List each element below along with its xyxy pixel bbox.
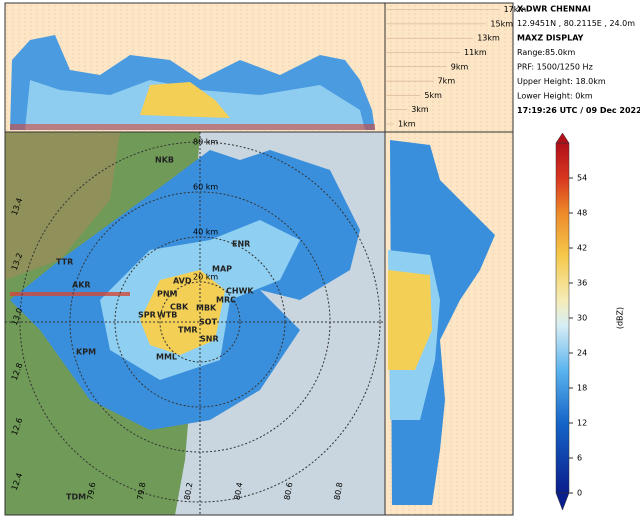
colorbar-tick-label: 0	[577, 489, 582, 498]
colorbar-tick-label: 48	[577, 209, 587, 218]
station-label: PNM	[157, 290, 178, 299]
height-label: 9km	[451, 62, 469, 71]
station-label: AKR	[72, 281, 91, 290]
station-label: MBK	[196, 304, 217, 313]
lon-label: 80.2	[183, 482, 195, 501]
station-label: ENR	[232, 240, 250, 249]
colorbar-tick-label: 42	[577, 244, 587, 253]
station-label: SPR	[138, 311, 156, 320]
echo	[10, 124, 375, 130]
colorbar-max	[555, 132, 570, 144]
info-time: 17:19:26 UTC / 09 Dec 2022	[517, 106, 640, 115]
station-label: AVD	[173, 277, 192, 286]
lon-label: 80.6	[283, 482, 295, 501]
ring-label: 40 km	[193, 228, 218, 237]
station-label: KPM	[76, 348, 96, 357]
ring-label: 20 km	[193, 273, 218, 282]
station-label: MML	[156, 353, 177, 362]
colorbar-tick-label: 12	[577, 419, 587, 428]
lon-label: 80.4	[233, 482, 245, 501]
colorbar	[555, 142, 570, 494]
echo	[10, 292, 130, 296]
station-label: SOT	[199, 318, 218, 327]
info-range: Range:85.0km	[517, 48, 575, 57]
height-label: 17km	[504, 5, 527, 14]
colorbar-tick-label: 54	[577, 174, 587, 183]
echo-core	[388, 270, 432, 370]
height-label: 15km	[490, 19, 513, 28]
info-lower: Lower Height: 0km	[517, 92, 593, 101]
height-label: 3km	[411, 105, 429, 114]
info-prf: PRF: 1500/1250 Hz	[517, 63, 593, 72]
lon-label: 79.8	[136, 482, 148, 501]
station-label: SNR	[200, 335, 219, 344]
echo-core	[140, 82, 230, 118]
range-ring	[19, 141, 381, 503]
ring-label: 80 km	[193, 138, 218, 147]
colorbar-tick-label: 30	[577, 314, 587, 323]
lon-label: 79.6	[86, 482, 98, 501]
colorbar-label: (dBZ)	[616, 307, 625, 329]
info-upper: Upper Height: 18.0km	[517, 77, 606, 86]
lon-label: 80.8	[333, 482, 345, 501]
height-label: 5km	[424, 91, 442, 100]
height-label: 11km	[464, 48, 487, 57]
height-label: 7km	[438, 77, 456, 86]
colorbar-tick-label: 24	[577, 349, 587, 358]
station-label: MAP	[212, 265, 232, 274]
station-label: WTB	[157, 311, 177, 320]
height-label: 13km	[477, 34, 500, 43]
colorbar-tick-label: 6	[577, 454, 582, 463]
station-label: TTR	[56, 258, 73, 267]
station-label: NKB	[155, 156, 174, 165]
height-label: 1km	[398, 120, 416, 129]
station-label: CBK	[170, 303, 189, 312]
ring-label: 60 km	[193, 183, 218, 192]
info-title: X-DWR CHENNAI	[517, 5, 591, 14]
height-panel	[384, 2, 514, 133]
info-product: MAXZ DISPLAY	[517, 34, 584, 43]
station-label: MRC	[216, 296, 236, 305]
colorbar-min	[555, 492, 570, 511]
station-label: CHWK	[226, 287, 254, 296]
colorbar-tick-label: 36	[577, 279, 587, 288]
colorbar-tick-label: 18	[577, 384, 587, 393]
station-label: TDM	[66, 493, 86, 502]
terrain	[5, 132, 120, 280]
info-location: 12.9451N , 80.2115E , 24.0m	[517, 19, 635, 28]
station-label: TMR	[178, 326, 198, 335]
